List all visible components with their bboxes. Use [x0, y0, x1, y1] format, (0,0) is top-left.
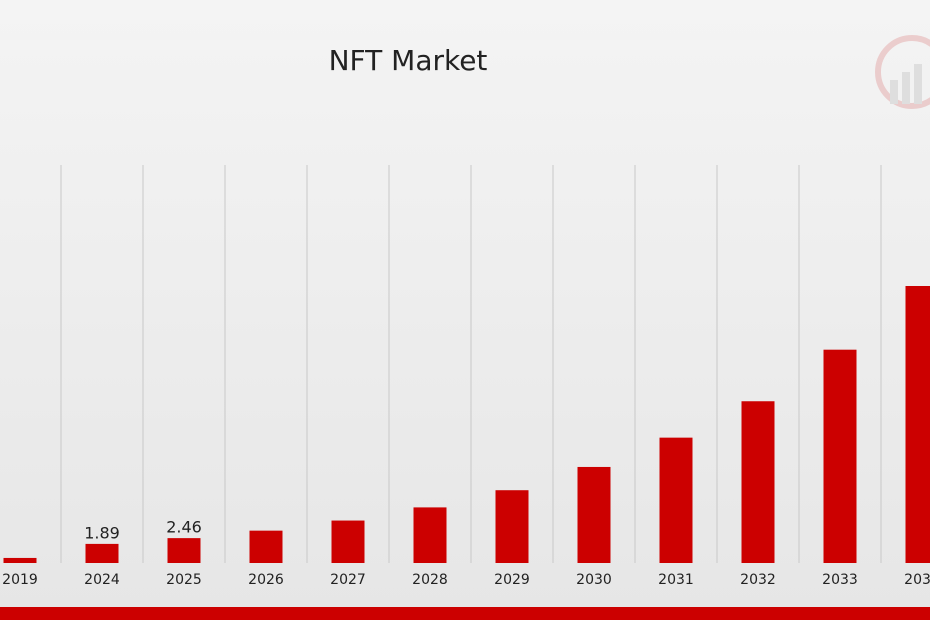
bar	[3, 557, 37, 563]
bar	[413, 507, 447, 563]
bar	[659, 437, 693, 563]
x-tick-label: 2025	[166, 572, 202, 588]
footer-strip	[0, 607, 930, 620]
x-tick-label: 2034	[904, 572, 930, 588]
bar	[495, 490, 529, 563]
x-tick-label: 2030	[576, 572, 612, 588]
x-tick-label: 2031	[658, 572, 694, 588]
x-tick-label: 2026	[248, 572, 284, 588]
bar	[577, 466, 611, 563]
data-label: 1.89	[84, 523, 120, 542]
bar	[741, 401, 775, 563]
chart-title: NFT Market	[329, 44, 488, 77]
x-tick-label: 2024	[84, 572, 120, 588]
x-tick-label: 2019	[2, 572, 38, 588]
x-tick-label: 2032	[740, 572, 776, 588]
x-tick-label: 2028	[412, 572, 448, 588]
x-tick-label: 2033	[822, 572, 858, 588]
bar	[167, 538, 201, 563]
x-tick-label: 2027	[330, 572, 366, 588]
bar	[823, 349, 857, 563]
bar	[331, 520, 365, 563]
bar	[249, 530, 283, 563]
data-label: 2.46	[166, 518, 202, 537]
bar	[85, 543, 119, 563]
bar	[905, 286, 930, 563]
x-tick-label: 2029	[494, 572, 530, 588]
logo	[875, 35, 930, 109]
